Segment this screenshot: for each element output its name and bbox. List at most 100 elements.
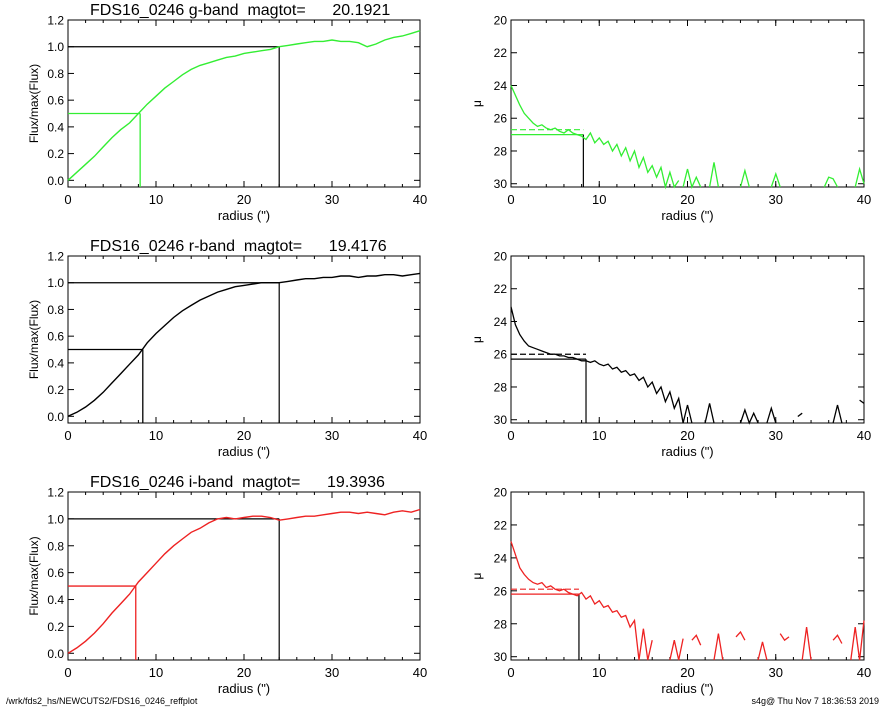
profile-segment [708, 162, 720, 188]
y-axis-label: Flux/max(Flux) [27, 300, 41, 379]
y-axis-label: μ [470, 336, 484, 343]
profile-segment [739, 407, 759, 425]
profile-segment [770, 171, 781, 188]
y-tick-label: 24 [494, 315, 508, 329]
profile-segment [510, 541, 653, 661]
y-tick-label: 1.2 [47, 14, 64, 28]
y-tick-label: 20 [494, 250, 508, 264]
y-tick-label: 0.0 [47, 174, 64, 188]
x-axis-label: radius (") [661, 444, 713, 459]
profile-segment [735, 630, 746, 641]
y-tick-label: 1.2 [47, 250, 64, 264]
x-tick-label: 40 [413, 428, 427, 443]
x-tick-label: 30 [769, 192, 783, 207]
y-axis-label: Flux/max(Flux) [27, 64, 41, 143]
x-axis-label: radius (") [218, 208, 270, 223]
plot-frame [510, 491, 865, 661]
profile-segment [850, 620, 865, 661]
x-tick-label: 10 [592, 192, 606, 207]
y-tick-label: 28 [494, 380, 508, 394]
y-tick-label: 0.4 [47, 356, 64, 370]
profile-segment [832, 404, 843, 424]
footer-file-path: /wrk/fds2_hs/NEWCUTS2/FDS16_0246_reffplo… [6, 696, 198, 706]
y-tick-label: 0.0 [47, 410, 64, 424]
profile-segment [704, 403, 715, 424]
profile-segment [779, 633, 790, 642]
y-tick-label: 28 [494, 144, 508, 158]
x-tick-label: 40 [857, 665, 871, 680]
x-axis-label: radius (") [661, 208, 713, 223]
plot-frame [510, 19, 865, 188]
y-tick-label: 26 [494, 584, 508, 598]
x-tick-label: 30 [769, 428, 783, 443]
y-axis-label: μ [470, 572, 484, 579]
y-tick-label: 0.2 [47, 620, 64, 634]
profile-segment [739, 168, 750, 188]
chart-panel-3: 0 10 20 30 40 0.0 0.2 0.4 0.6 0.8 1.0 1.2 radius (")… [27, 238, 427, 459]
y-tick-label: 0.4 [47, 120, 64, 134]
y-tick-label: 0.6 [47, 94, 64, 108]
y-tick-label: 22 [494, 518, 508, 532]
x-axis-label: radius (") [218, 681, 270, 696]
profile-segment [801, 627, 812, 661]
x-tick-label: 0 [64, 665, 71, 680]
growth-curve-line [67, 508, 421, 654]
profile-segment [510, 85, 680, 190]
y-tick-label: 24 [494, 79, 508, 93]
profile-segment [832, 634, 843, 644]
x-tick-label: 30 [325, 192, 339, 207]
y-tick-label: 24 [494, 551, 508, 565]
x-tick-label: 0 [507, 665, 514, 680]
y-tick-label: 30 [494, 413, 508, 427]
profile-segment [691, 634, 702, 646]
profile-segment [797, 412, 803, 418]
plot-frame [510, 255, 865, 424]
y-tick-label: 0.4 [47, 593, 64, 607]
y-axis-label: μ [470, 100, 484, 107]
profile-segment [766, 406, 777, 424]
chart-panel-6: 0 10 20 30 40 20 22 24 26 28 30 radius (") μ [470, 486, 871, 697]
x-tick-label: 20 [237, 192, 251, 207]
plot-frame [67, 19, 421, 188]
x-tick-label: 30 [325, 428, 339, 443]
chart-panel-4: 0 10 20 30 40 20 22 24 26 28 30 radius (") μ [470, 250, 871, 460]
y-tick-label: 28 [494, 617, 508, 631]
x-tick-label: 40 [413, 192, 427, 207]
y-tick-label: 22 [494, 46, 508, 60]
x-tick-label: 20 [680, 192, 694, 207]
footer-timestamp: s4g@ Thu Nov 7 18:36:53 2019 [751, 696, 879, 706]
x-tick-label: 10 [149, 192, 163, 207]
x-axis-label: radius (") [661, 681, 713, 696]
x-tick-label: 10 [149, 428, 163, 443]
y-tick-label: 0.6 [47, 566, 64, 580]
x-tick-label: 40 [413, 665, 427, 680]
y-tick-label: 30 [494, 650, 508, 664]
y-tick-label: 0.8 [47, 539, 64, 553]
y-tick-label: 0.2 [47, 383, 64, 397]
profile-segment [682, 168, 702, 189]
x-tick-label: 40 [857, 192, 871, 207]
y-tick-label: 26 [494, 348, 508, 362]
y-tick-label: 1.0 [47, 40, 64, 54]
y-tick-label: 0.6 [47, 330, 64, 344]
chart-title: FDS16_0246 r-band magtot= 19.4176 [90, 238, 387, 255]
chart-panel-5: 0 10 20 30 40 0.0 0.2 0.4 0.6 0.8 1.0 1.2 radius (")… [27, 474, 427, 696]
x-tick-label: 20 [680, 665, 694, 680]
growth-curve-line [67, 272, 421, 417]
profile-segment [757, 641, 768, 661]
y-tick-label: 1.2 [47, 486, 64, 500]
x-tick-label: 20 [237, 428, 251, 443]
chart-title: FDS16_0246 i-band magtot= 19.3936 [90, 474, 385, 491]
x-tick-label: 0 [64, 428, 71, 443]
y-tick-label: 0.2 [47, 147, 64, 161]
x-tick-label: 0 [507, 192, 514, 207]
y-tick-label: 26 [494, 112, 508, 126]
y-tick-label: 0.8 [47, 67, 64, 81]
plot-frame [67, 255, 421, 424]
y-tick-label: 22 [494, 282, 508, 296]
y-tick-label: 0.8 [47, 303, 64, 317]
profile-segment [854, 166, 865, 188]
x-tick-label: 10 [592, 428, 606, 443]
growth-curve-line [67, 30, 421, 181]
